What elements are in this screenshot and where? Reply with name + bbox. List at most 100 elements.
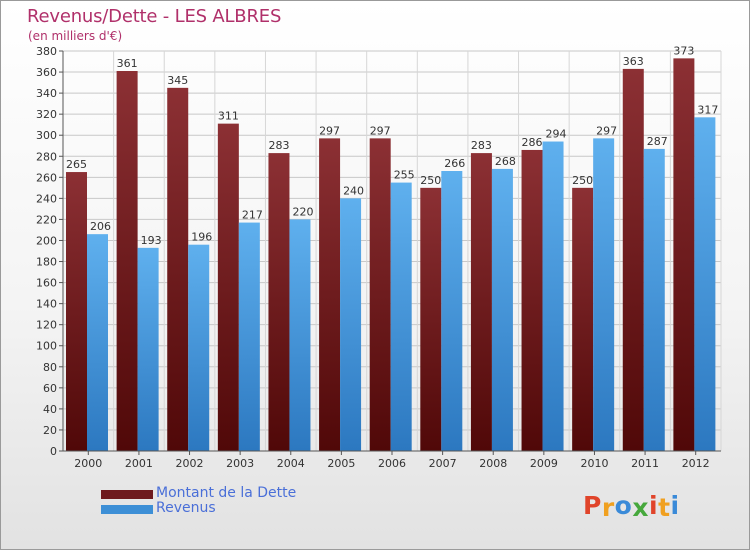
x-tick-label: 2003 <box>226 457 254 470</box>
revenue-bar <box>340 198 362 451</box>
revenue-bar-value-label: 294 <box>546 128 567 141</box>
debt-bar-value-label: 373 <box>673 44 694 57</box>
x-tick-label: 2008 <box>479 457 507 470</box>
debt-bar <box>116 71 138 451</box>
y-tick-label: 120 <box>36 319 57 332</box>
legend-swatch-debt <box>101 490 153 499</box>
debt-bar <box>167 87 189 451</box>
debt-bar <box>420 187 442 451</box>
revenue-bar <box>137 247 159 451</box>
y-tick-label: 160 <box>36 277 57 290</box>
revenue-bar-value-label: 287 <box>647 135 668 148</box>
debt-bar-value-label: 345 <box>167 74 188 87</box>
debt-bar-value-label: 297 <box>319 124 340 137</box>
revenue-bar-value-label: 196 <box>191 231 212 244</box>
debt-bar-value-label: 286 <box>522 136 543 149</box>
y-tick-label: 280 <box>36 150 57 163</box>
y-tick-label: 20 <box>43 424 57 437</box>
debt-bar-value-label: 297 <box>370 124 391 137</box>
revenue-bar-value-label: 193 <box>141 234 162 247</box>
revenue-bar <box>491 168 513 452</box>
debt-bar <box>369 138 391 452</box>
y-tick-label: 180 <box>36 256 57 269</box>
debt-bar-value-label: 311 <box>218 110 239 123</box>
chart-subtitle: (en milliers d'€) <box>28 29 123 43</box>
logo-letter: o <box>614 491 633 520</box>
y-tick-label: 80 <box>43 361 57 374</box>
chart-title: Revenus/Dette - LES ALBRES <box>27 6 282 27</box>
revenue-bar-value-label: 266 <box>444 157 465 170</box>
legend-label-revenue: Revenus <box>156 500 216 516</box>
revenue-bar <box>441 171 463 451</box>
revenue-bar <box>390 182 412 451</box>
y-tick-label: 200 <box>36 234 57 247</box>
revenue-bar-value-label: 268 <box>495 155 516 168</box>
debt-bar-value-label: 250 <box>572 174 593 187</box>
logo-letter: i <box>649 491 659 520</box>
x-tick-label: 2005 <box>327 457 355 470</box>
x-tick-label: 2011 <box>631 457 659 470</box>
logo-letter: x <box>632 493 649 522</box>
axes: 0 20 40 60 80 100 120 140 160 180 200 220 240 260 280 3… <box>36 45 721 470</box>
revenue-bar-value-label: 206 <box>90 220 111 233</box>
revenue-bar <box>87 234 108 451</box>
logo-letter: r <box>601 493 615 522</box>
logo-letter: i <box>670 491 680 520</box>
y-tick-label: 40 <box>43 403 57 416</box>
debt-bar-value-label: 283 <box>268 139 289 152</box>
x-tick-label: 2010 <box>580 457 608 470</box>
value-labels: 265 206 361 193 345 196 311 217 283 220 297 240 297 2… <box>66 44 718 246</box>
x-tick-label: 2007 <box>429 457 457 470</box>
debt-bar-value-label: 283 <box>471 139 492 152</box>
debt-bar-value-label: 363 <box>623 55 644 68</box>
debt-bar <box>673 58 695 452</box>
y-tick-label: 380 <box>36 45 57 58</box>
y-tick-label: 260 <box>36 171 57 184</box>
proxiti-logo: Proxiti <box>583 491 680 522</box>
revenue-bar-value-label: 255 <box>394 169 415 182</box>
debt-bar <box>470 153 492 451</box>
debt-bar-value-label: 250 <box>420 174 441 187</box>
revenue-bar-value-label: 297 <box>596 124 617 137</box>
y-tick-label: 220 <box>36 213 57 226</box>
y-tick-label: 320 <box>36 108 57 121</box>
x-tick-label: 2009 <box>530 457 558 470</box>
revenue-bar <box>542 141 564 452</box>
debt-bar <box>66 172 87 452</box>
logo-letter: P <box>583 491 602 520</box>
y-tick-label: 100 <box>36 340 57 353</box>
logo-letter: t <box>658 493 671 522</box>
y-tick-label: 0 <box>50 445 57 458</box>
y-tick-label: 360 <box>36 66 57 79</box>
revenue-bar <box>593 138 615 452</box>
debt-bar <box>572 187 594 451</box>
x-tick-label: 2006 <box>378 457 406 470</box>
x-tick-label: 2000 <box>74 457 102 470</box>
x-tick-label: 2012 <box>682 457 710 470</box>
revenue-bar <box>643 148 665 452</box>
revenue-bar-value-label: 317 <box>697 103 718 116</box>
debt-bar <box>319 138 341 452</box>
y-tick-label: 60 <box>43 382 57 395</box>
x-tick-label: 2004 <box>277 457 305 470</box>
debt-bar-value-label: 361 <box>117 57 138 70</box>
y-tick-label: 240 <box>36 192 57 205</box>
revenue-bar <box>289 219 311 451</box>
debt-bar <box>521 149 543 451</box>
revenue-bar <box>238 222 260 451</box>
revenue-bar-value-label: 220 <box>292 205 313 218</box>
y-tick-label: 300 <box>36 129 57 142</box>
legend-swatch-revenue <box>101 505 153 514</box>
debt-bar <box>268 153 290 451</box>
debt-bar <box>217 123 239 451</box>
bars <box>66 58 716 452</box>
y-tick-label: 340 <box>36 87 57 100</box>
legend-label-debt: Montant de la Dette <box>156 485 297 501</box>
revenue-bar <box>188 244 210 451</box>
debt-bar-value-label: 265 <box>66 158 87 171</box>
revenue-bar-value-label: 240 <box>343 184 364 197</box>
revenue-bar-value-label: 217 <box>242 209 263 222</box>
x-tick-label: 2002 <box>176 457 204 470</box>
revenue-bar <box>694 117 716 451</box>
